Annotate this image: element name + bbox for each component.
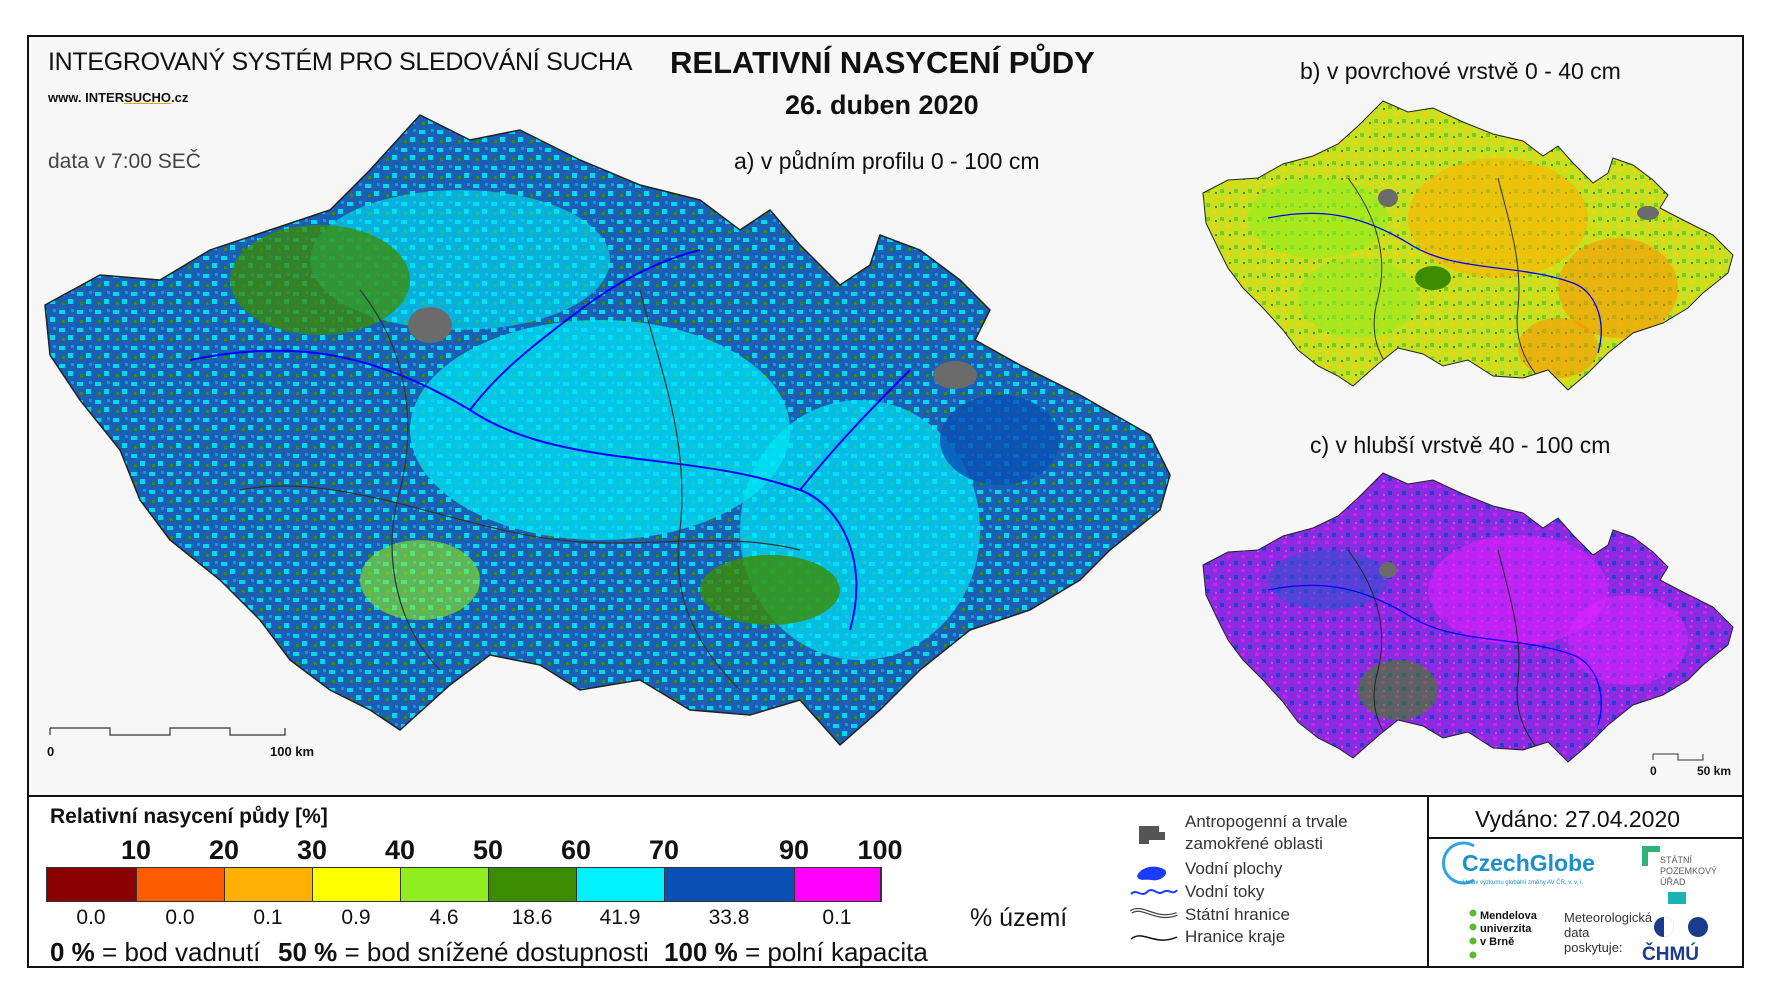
czechglobe-logo-icon	[1442, 841, 1475, 885]
meteo-line-2: data	[1564, 925, 1590, 940]
legend-class-1	[137, 868, 225, 901]
meteo-line-3: poskytuje:	[1564, 940, 1623, 955]
chmu-logo: ČHMÚ	[1642, 944, 1699, 965]
mendel-line-2: univerzita	[1480, 923, 1532, 935]
legend-class-0	[47, 868, 137, 901]
legend-share: 4.6	[429, 906, 459, 929]
legend-threshold: 10	[120, 835, 152, 865]
definition-0-text: = bod vadnutí	[94, 937, 261, 967]
chmu-logo-icon	[1654, 917, 1708, 937]
legend-class-6	[577, 868, 665, 901]
scale-a-start: 0	[47, 744, 55, 759]
issued-date: Vydáno: 27.04.2020	[1475, 806, 1681, 832]
legend-share: 0.0	[165, 906, 195, 929]
definition-100-value: 100 %	[664, 937, 738, 967]
legend-threshold: 100	[857, 835, 903, 865]
symbol-anthropogenic-2: zamokřené oblasti	[1185, 834, 1323, 853]
meteo-note: Meteorologická data poskytuje:	[1564, 910, 1652, 955]
map-c-label: c) v hlubší vrstvě 40 - 100 cm	[1310, 432, 1611, 458]
legend-threshold: 30	[296, 835, 328, 865]
symbol-region-border: Hranice kraje	[1185, 927, 1286, 946]
legend-share: 0.9	[341, 906, 371, 929]
page-title: RELATIVNÍ NASYCENÍ PŮDY	[670, 45, 1095, 80]
map-b-label: b) v povrchové vrstvě 0 - 40 cm	[1300, 58, 1621, 84]
mendel-line-1: Mendelova	[1480, 910, 1537, 922]
issued-box	[1427, 797, 1742, 839]
spu-line-1: STÁTNÍ	[1660, 855, 1693, 865]
scale-c-start: 0	[1650, 764, 1657, 778]
anthropogenic-area-icon	[1139, 826, 1165, 844]
definition-100: 100 % = polní kapacita	[664, 937, 928, 968]
map-c	[1202, 472, 1734, 763]
legend-share: 41.9	[599, 906, 641, 929]
czechglobe-logo: CzechGlobe	[1462, 850, 1595, 876]
legend-threshold: 20	[208, 835, 240, 865]
water-area-icon	[1137, 866, 1167, 881]
definition-100-text: = polní kapacita	[737, 937, 928, 967]
scale-bar-a	[49, 727, 286, 736]
scale-c-end: 50 km	[1697, 764, 1732, 778]
website-brand: SUCHO	[124, 90, 172, 105]
legend-title: Relativní nasycení půdy [%]	[50, 805, 328, 828]
region-border-icon	[1130, 935, 1178, 941]
data-time: data v 7:00 SEČ	[48, 150, 201, 173]
symbol-anthropogenic-1: Antropogenní a trvale	[1185, 812, 1348, 831]
legend-share: 0.0	[76, 906, 106, 929]
meteo-line-1: Meteorologická	[1564, 910, 1653, 925]
legend-share: 18.6	[511, 906, 553, 929]
legend-class-7	[665, 868, 795, 901]
legend-class-3	[313, 868, 401, 901]
legend-divider	[1427, 797, 1429, 968]
definition-0: 0 % = bod vadnutí	[50, 937, 260, 968]
symbol-state-border: Státní hranice	[1185, 905, 1290, 924]
legend-share: 0.1	[822, 906, 852, 929]
spu-logo-icon	[1642, 846, 1660, 866]
legend-threshold: 50	[472, 835, 504, 865]
website-suffix: .cz	[171, 90, 189, 105]
website-prefix: www. INTER	[48, 90, 125, 105]
mendel-line-3: v Brně	[1480, 936, 1515, 948]
definition-50-value: 50 %	[278, 937, 338, 967]
map-a	[44, 114, 1171, 747]
legend-threshold: 60	[560, 835, 592, 865]
system-title: INTEGROVANÝ SYSTÉM PRO SLEDOVÁNÍ SUCHA	[48, 48, 633, 76]
legend-threshold: 70	[648, 835, 680, 865]
legend-threshold: 90	[778, 835, 810, 865]
legend-class-2	[225, 868, 313, 901]
definition-50: 50 % = bod snížené dostupnosti	[278, 937, 649, 968]
czechglobe-subtitle: Ústav výzkumu globální změny AV ČR, v. v…	[1463, 880, 1584, 886]
legend-class-5	[489, 868, 577, 901]
scale-bar-c	[1652, 753, 1704, 761]
legend-threshold: 40	[384, 835, 416, 865]
symbol-water-areas: Vodní plochy	[1185, 859, 1283, 878]
mendel-logo-icon	[1469, 909, 1477, 959]
legend-class-4	[401, 868, 489, 901]
spu-bar-icon	[1668, 892, 1686, 904]
map-b	[1202, 100, 1734, 391]
spu-logo: STÁTNÍ POZEMKOVÝ ÚŘAD	[1660, 855, 1717, 888]
legend-class-8	[795, 868, 881, 901]
symbol-rivers: Vodní toky	[1185, 882, 1265, 901]
legend-share: 0.1	[253, 906, 283, 929]
state-border-icon	[1129, 908, 1178, 918]
spu-line-3: ÚŘAD	[1660, 877, 1686, 887]
definition-0-value: 0 %	[50, 937, 95, 967]
legend-share: 33.8	[708, 906, 750, 929]
website-link[interactable]: www. INTERSUCHO.cz	[48, 90, 188, 105]
definition-50-text: = bod snížené dostupnosti	[337, 937, 649, 967]
page-date: 26. duben 2020	[785, 90, 979, 120]
share-unit: % území	[970, 904, 1068, 932]
legend-color-bar	[46, 867, 882, 902]
scale-a-end: 100 km	[270, 744, 315, 759]
river-icon	[1130, 889, 1178, 895]
spu-line-2: POZEMKOVÝ	[1660, 866, 1718, 876]
mendel-logo: Mendelova univerzita v Brně	[1480, 910, 1537, 949]
map-a-label: a) v půdním profilu 0 - 100 cm	[734, 148, 1040, 174]
